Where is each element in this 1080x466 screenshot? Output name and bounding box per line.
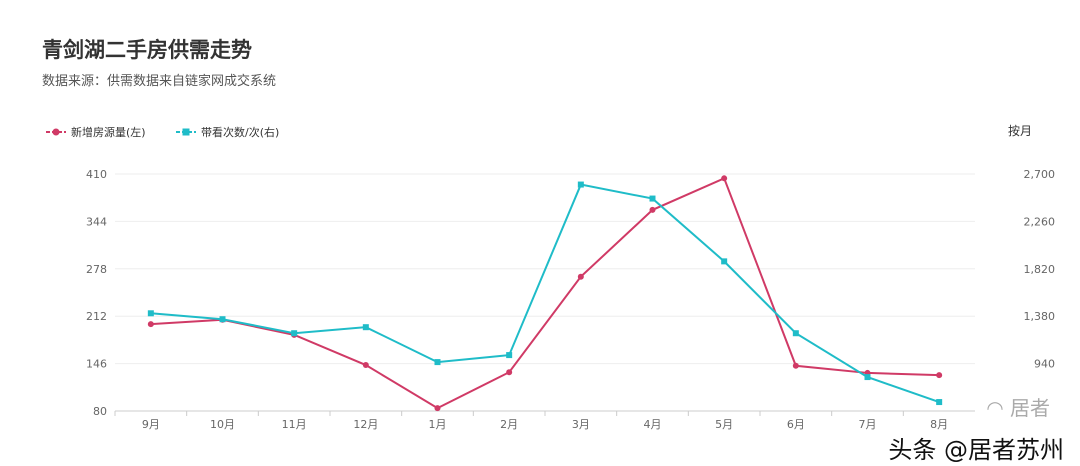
x-tick-label: 4月 xyxy=(644,418,662,431)
data-point xyxy=(147,310,154,317)
data-point xyxy=(577,273,584,280)
data-point xyxy=(506,369,513,376)
series-line xyxy=(150,176,940,410)
y-right-tick-label: 940 xyxy=(1034,358,1055,371)
data-point xyxy=(864,374,871,381)
x-tick-label: 7月 xyxy=(859,418,877,431)
data-point xyxy=(219,316,226,323)
series-line xyxy=(150,183,940,404)
data-point xyxy=(577,181,584,188)
y-left-tick-label: 410 xyxy=(86,168,107,181)
data-point xyxy=(291,330,298,337)
x-tick-label: 8月 xyxy=(930,418,948,431)
legend-item-viewings[interactable]: 带看次数/次(右) xyxy=(176,124,279,140)
x-tick-label: 6月 xyxy=(787,418,805,431)
data-point xyxy=(721,258,728,265)
y-left-tick-label: 212 xyxy=(86,310,107,323)
data-point xyxy=(434,405,441,412)
y-left-tick-label: 146 xyxy=(86,358,107,371)
data-point xyxy=(936,372,943,379)
x-tick-label: 2月 xyxy=(500,418,518,431)
x-tick-label: 3月 xyxy=(572,418,590,431)
y-right-tick-label: 2,700 xyxy=(1024,168,1056,181)
data-point xyxy=(936,399,943,406)
data-point xyxy=(147,321,154,328)
legend-item-supply[interactable]: 新增房源量(左) xyxy=(46,124,146,140)
x-tick-label: 11月 xyxy=(282,418,307,431)
data-point xyxy=(792,330,799,337)
x-tick-label: 5月 xyxy=(715,418,733,431)
circle-marker-icon xyxy=(46,128,66,136)
y-right-tick-label: 1,380 xyxy=(1024,310,1056,323)
chart-title: 青剑湖二手房供需走势 xyxy=(42,38,252,62)
data-point xyxy=(362,362,369,369)
x-tick-label: 9月 xyxy=(142,418,160,431)
y-right-tick-label: 1,820 xyxy=(1024,263,1056,276)
y-left-tick-label: 344 xyxy=(86,215,107,228)
unit-label: 按月 xyxy=(1007,124,1032,138)
x-tick-label: 1月 xyxy=(429,418,447,431)
data-point xyxy=(506,352,513,359)
data-point xyxy=(649,206,656,213)
y-left-tick-label: 278 xyxy=(86,263,107,276)
x-tick-label: 12月 xyxy=(353,418,378,431)
data-point xyxy=(649,195,656,202)
square-marker-icon xyxy=(176,128,196,136)
x-tick-label: 10月 xyxy=(210,418,235,431)
data-point xyxy=(434,359,441,366)
watermark: 头条 @居者苏州 xyxy=(888,436,1064,464)
y-right-tick-label: 2,260 xyxy=(1024,215,1056,228)
chart-subtitle: 数据来源：供需数据来自链家网成交系统 xyxy=(42,74,277,89)
y-left-tick-label: 80 xyxy=(93,405,107,418)
data-point xyxy=(721,175,728,182)
watermark-logo: ◠ 居者 xyxy=(986,396,1050,420)
legend-label: 新增房源量(左) xyxy=(71,126,146,139)
legend-label: 带看次数/次(右) xyxy=(201,126,280,139)
data-point xyxy=(362,324,369,331)
data-point xyxy=(792,362,799,369)
